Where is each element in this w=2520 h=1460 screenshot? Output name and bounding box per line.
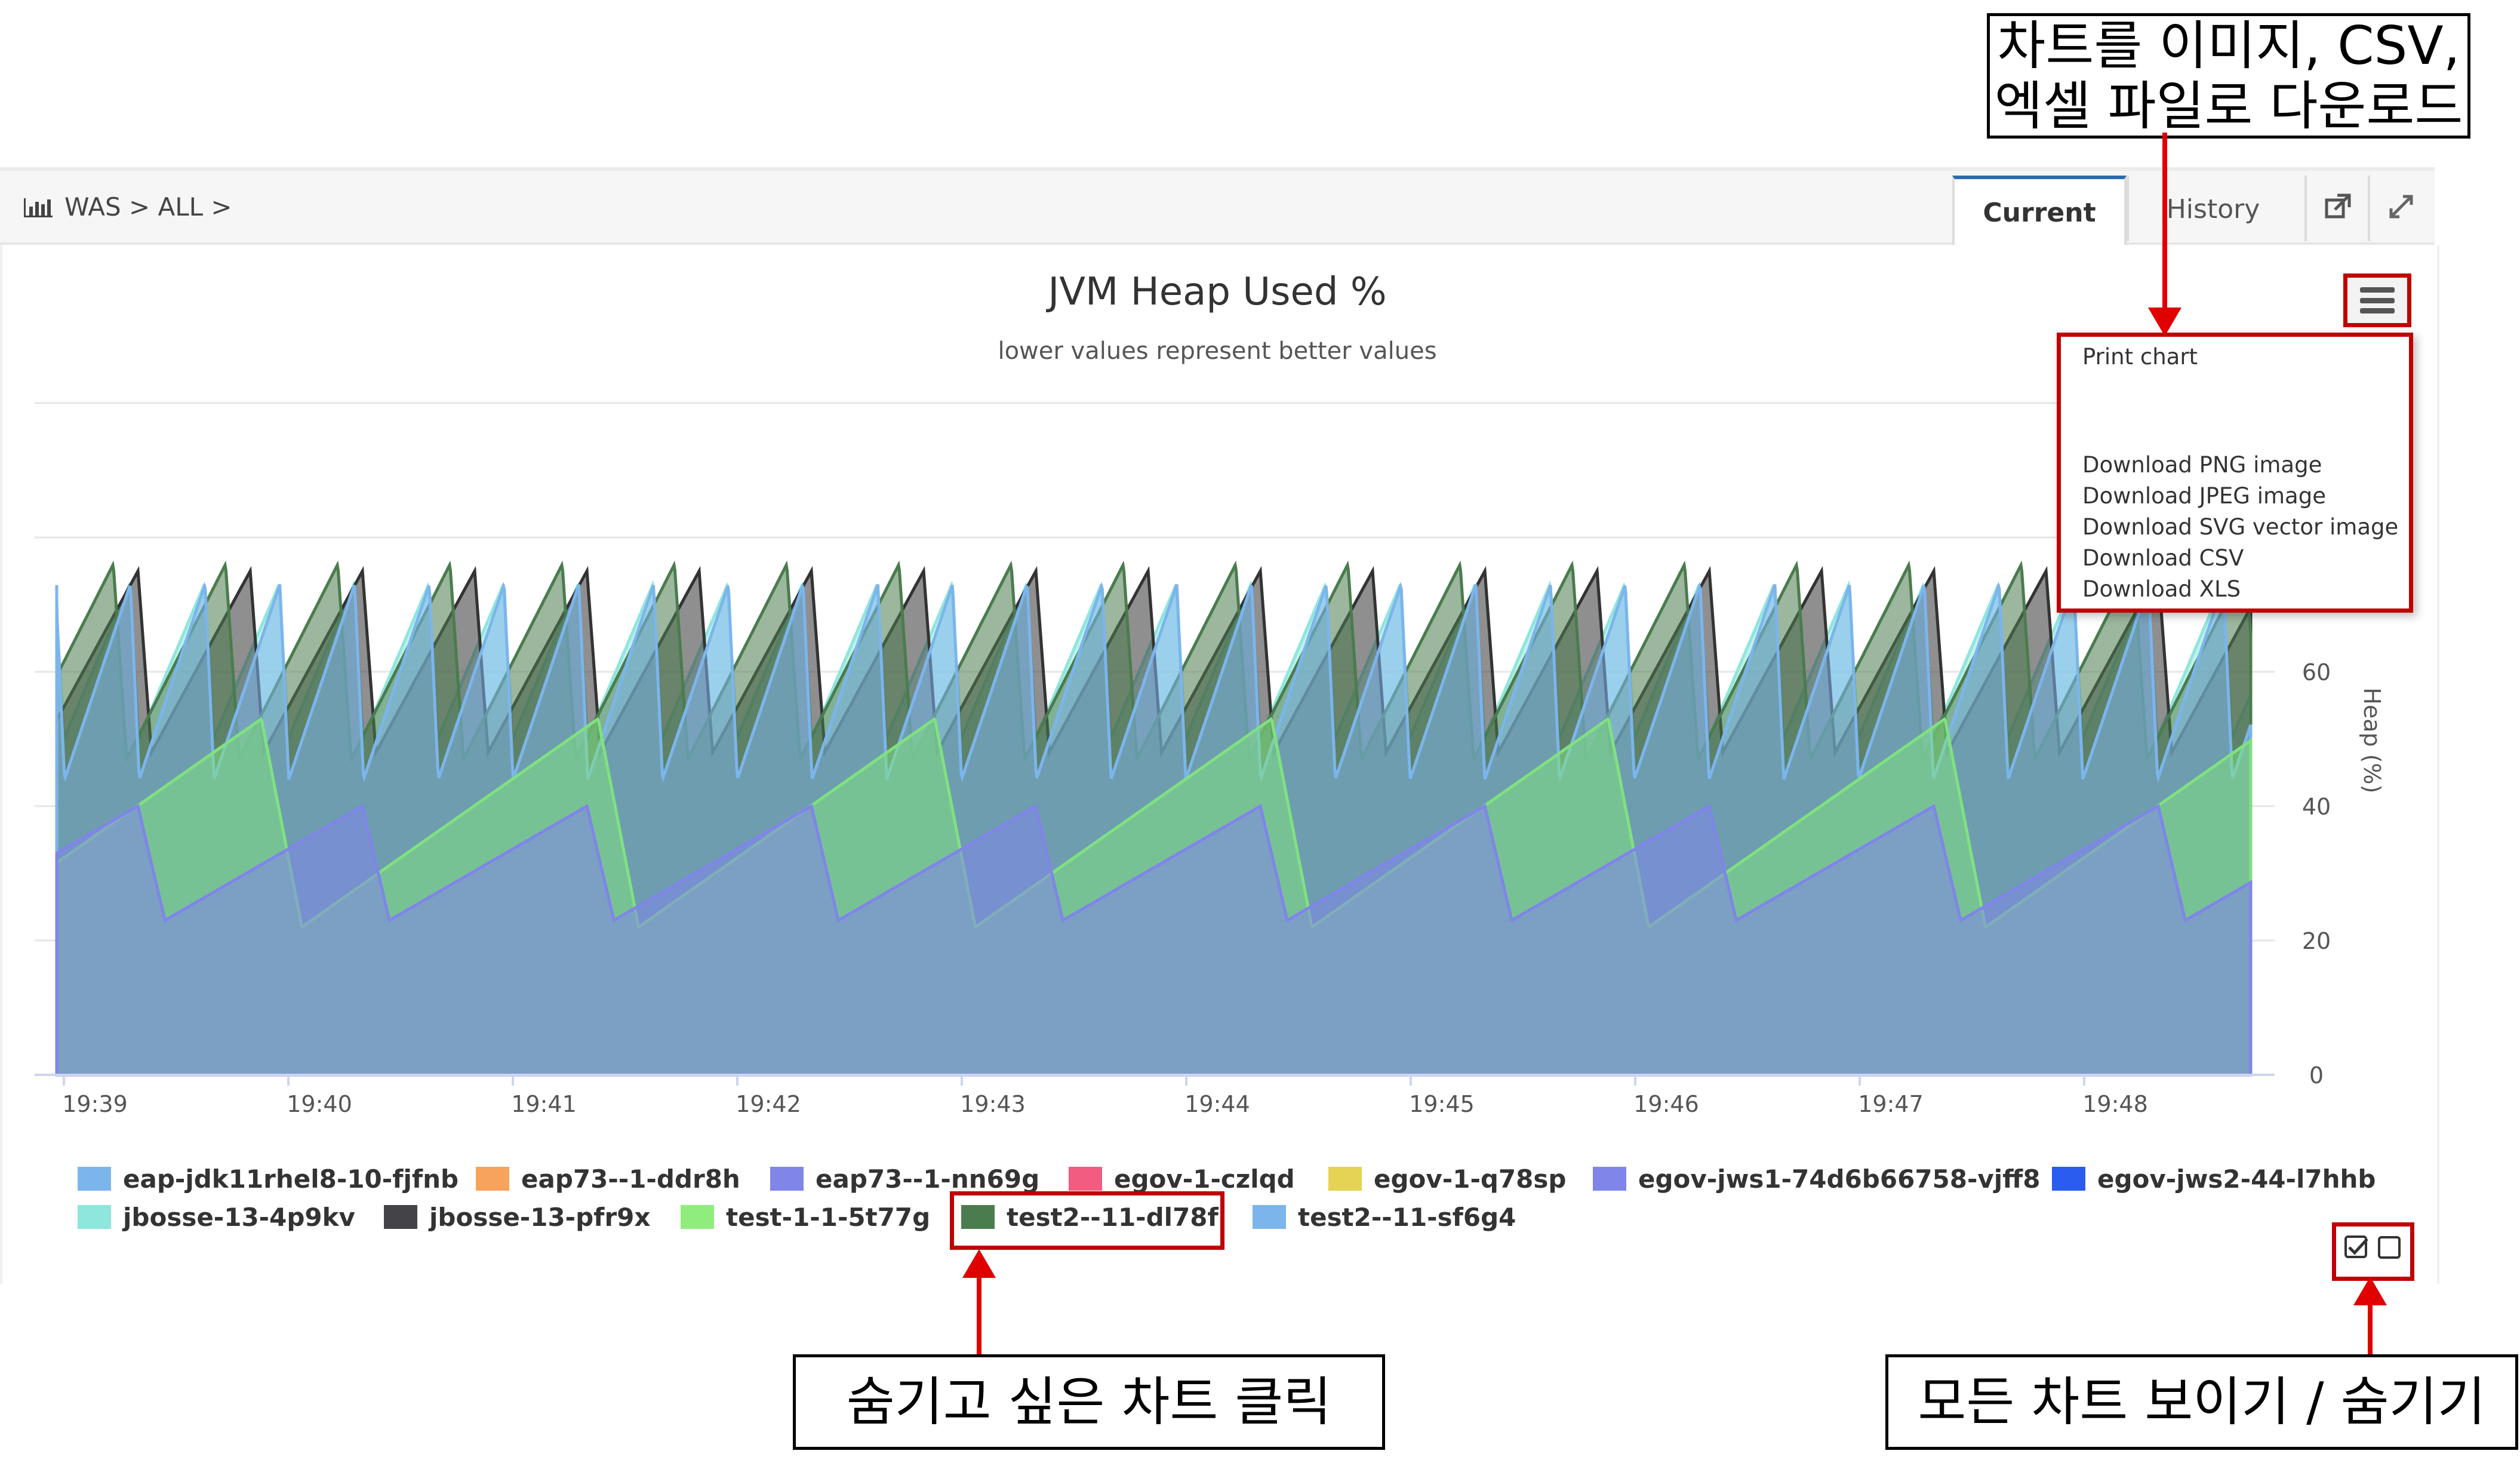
tab-current[interactable]: Current [1952, 176, 2127, 246]
legend-swatch [961, 1205, 995, 1229]
menu-item-print[interactable]: Print chart [2082, 344, 2198, 370]
legend-swatch [2052, 1167, 2085, 1191]
legend-swatch [384, 1205, 417, 1229]
expand-button[interactable] [2377, 183, 2425, 230]
legend-item-egov-1-q78sp[interactable]: egov-1-q78sp [1328, 1162, 1566, 1195]
annotation-download: 차트를 이미지, CSV, 엑셀 파일로 다운로드 [1987, 13, 2470, 139]
y-axis-title: Heap (%) [2359, 687, 2385, 793]
legend-swatch [476, 1167, 509, 1191]
legend-item-eap73--1-nn69g[interactable]: eap73--1-nn69g [770, 1162, 1039, 1195]
panel-header: WAS > ALL > Current History [0, 171, 2435, 246]
legend-label: test-1-1-5t77g [726, 1202, 931, 1232]
x-tick-label: 19:40 [287, 1091, 352, 1117]
menu-item-download-png[interactable]: Download PNG image [2082, 452, 2322, 478]
tab-current-label: Current [1983, 197, 2096, 228]
chart-subtitle: lower values represent better values [998, 337, 1437, 365]
x-tick-label: 19:43 [960, 1091, 1026, 1117]
legend-item-test-1-1-5t77g[interactable]: test-1-1-5t77g [681, 1200, 930, 1234]
checked-checkbox-icon [2344, 1235, 2368, 1258]
show-all-checkbox[interactable] [2343, 1234, 2370, 1261]
legend-label: egov-1-czlqd [1114, 1164, 1295, 1194]
y-tick-label: 0 [2309, 1062, 2324, 1089]
y-tick-label: 40 [2302, 794, 2331, 820]
external-link-icon [2325, 193, 2351, 219]
tab-divider [2304, 176, 2307, 241]
legend-highlight-box [950, 1191, 1224, 1250]
legend-swatch [681, 1205, 714, 1229]
legend-swatch [1069, 1167, 1102, 1191]
legend-item-egov-jws2-44-l7hhb[interactable]: egov-jws2-44-l7hhb [2052, 1162, 2376, 1195]
menu-item-download-xls[interactable]: Download XLS [2082, 576, 2241, 602]
x-tick-label: 19:39 [62, 1091, 128, 1117]
menu-item-download-svg[interactable]: Download SVG vector image [2082, 514, 2399, 540]
arrow-to-toggles [2368, 1302, 2373, 1354]
x-tick-label: 19:41 [511, 1091, 577, 1117]
arrowhead-legend [962, 1249, 996, 1278]
legend-item-egov-1-czlqd[interactable]: egov-1-czlqd [1069, 1162, 1295, 1195]
legend-item-eap-jdk11rhel8-10-fjfnb[interactable]: eap-jdk11rhel8-10-fjfnb [78, 1162, 459, 1195]
x-tick-label: 19:46 [1633, 1091, 1699, 1117]
legend-swatch [770, 1167, 804, 1191]
legend-item-test2--11-sf6g4[interactable]: test2--11-sf6g4 [1253, 1200, 1516, 1234]
menu-item-download-jpeg[interactable]: Download JPEG image [2082, 483, 2326, 509]
arrowhead-toggles [2353, 1277, 2387, 1305]
export-menu: Print chart Download PNG image Download … [2057, 333, 2413, 613]
tab-history[interactable]: History [2133, 176, 2294, 242]
legend-label: jbosse-13-4p9kv [123, 1202, 355, 1232]
tab-divider [2368, 176, 2370, 241]
expand-icon [2389, 195, 2413, 219]
legend-swatch [78, 1167, 111, 1191]
legend-label: egov-1-q78sp [1374, 1164, 1567, 1194]
legend-item-eap73--1-ddr8h[interactable]: eap73--1-ddr8h [476, 1162, 740, 1195]
legend-swatch [1328, 1167, 1362, 1191]
annotation-hide-chart: 숨기고 싶은 차트 클릭 [793, 1354, 1385, 1450]
legend-label: test2--11-dl78f [1007, 1202, 1219, 1232]
arrow-to-legend [977, 1272, 981, 1354]
legend-label: test2--11-sf6g4 [1298, 1202, 1516, 1232]
legend-label: eap73--1-ddr8h [521, 1164, 740, 1194]
arrow-to-menu [2162, 133, 2167, 324]
chart-menu-button[interactable] [2343, 273, 2411, 327]
arrowhead-menu [2148, 308, 2181, 336]
legend-label: egov-jws1-74d6b66758-vjff8 [1638, 1164, 2041, 1194]
legend-label: eap73--1-nn69g [816, 1164, 1040, 1194]
legend-item-jbosse-13-pfr9x[interactable]: jbosse-13-pfr9x [384, 1200, 650, 1234]
annotation-toggle-all: 모든 차트 보이기 / 숨기기 [1885, 1354, 2518, 1450]
breadcrumb[interactable]: WAS > ALL > [23, 192, 232, 222]
x-tick-label: 19:48 [2082, 1091, 2148, 1117]
external-link-button[interactable] [2314, 183, 2362, 230]
bar-chart-icon [24, 198, 53, 217]
legend-label: jbosse-13-pfr9x [429, 1202, 651, 1232]
legend-swatch [1253, 1205, 1286, 1229]
x-tick-label: 19:42 [736, 1091, 801, 1117]
y-tick-label: 20 [2302, 928, 2331, 954]
legend-item-jbosse-13-4p9kv[interactable]: jbosse-13-4p9kv [78, 1200, 355, 1234]
x-tick-label: 19:45 [1409, 1091, 1475, 1117]
legend-label: egov-jws2-44-l7hhb [2097, 1164, 2376, 1194]
menu-item-download-csv[interactable]: Download CSV [2082, 545, 2244, 571]
legend-swatch [1593, 1167, 1626, 1191]
x-tick-label: 19:47 [1858, 1091, 1924, 1117]
empty-checkbox-icon [2378, 1236, 2401, 1259]
hamburger-icon [2360, 287, 2395, 313]
breadcrumb-text[interactable]: WAS > ALL > [64, 192, 232, 222]
x-tick-label: 19:44 [1184, 1091, 1250, 1117]
tab-history-label: History [2166, 193, 2260, 225]
series-area-egov-jws1-74d6b66758-vjff8[interactable] [55, 804, 2253, 1077]
legend-item-egov-jws1-74d6b66758-vjff8[interactable]: egov-jws1-74d6b66758-vjff8 [1593, 1162, 2040, 1195]
tab-divider [2127, 176, 2129, 241]
y-tick-label: 60 [2302, 659, 2331, 686]
legend-item-test2--11-dl78f[interactable]: test2--11-dl78f [961, 1200, 1219, 1234]
legend-label: eap-jdk11rhel8-10-fjfnb [123, 1164, 459, 1194]
chart-title: JVM Heap Used % [1048, 270, 1387, 314]
panel-border [0, 167, 2435, 1292]
toggle-highlight-box [2332, 1222, 2414, 1281]
hide-all-checkbox[interactable] [2376, 1234, 2402, 1261]
legend-swatch [78, 1205, 111, 1229]
